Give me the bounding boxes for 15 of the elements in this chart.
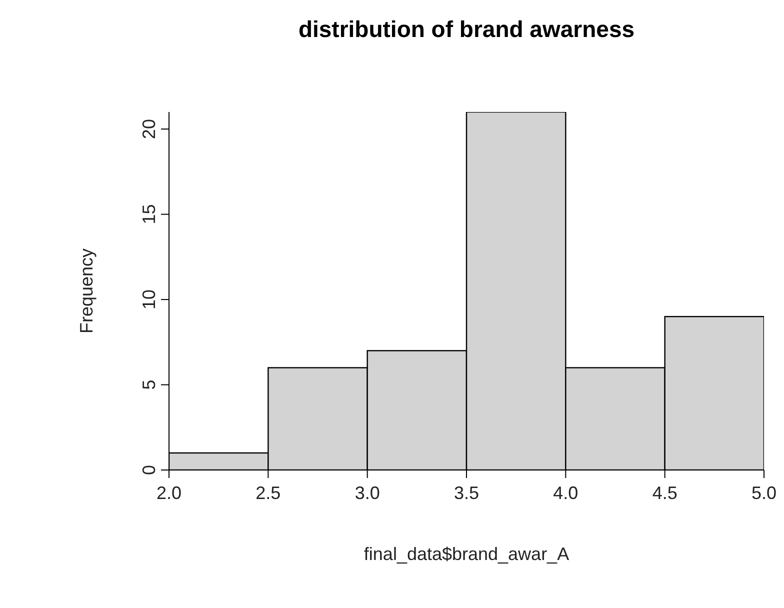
x-tick-label: 2.5	[256, 482, 281, 503]
x-tick-label: 5.0	[751, 482, 777, 503]
x-tick-label: 4.5	[652, 482, 678, 503]
y-tick-label: 0	[139, 464, 159, 476]
x-tick-label: 3.0	[354, 482, 380, 503]
y-tick-label: 15	[139, 204, 159, 224]
chart-title: distribution of brand awarness	[297, 16, 636, 43]
y-tick-label: 5	[139, 380, 159, 390]
x-axis-title: final_data$brand_awar_A	[364, 544, 570, 564]
y-axis-title: Frequency	[76, 248, 96, 334]
y-tick-label: 10	[139, 290, 159, 310]
y-tick-label: 20	[139, 119, 159, 140]
x-tick-label: 2.0	[156, 482, 182, 503]
x-tick-label: 3.5	[454, 482, 480, 503]
x-tick-label: 4.0	[553, 482, 578, 503]
